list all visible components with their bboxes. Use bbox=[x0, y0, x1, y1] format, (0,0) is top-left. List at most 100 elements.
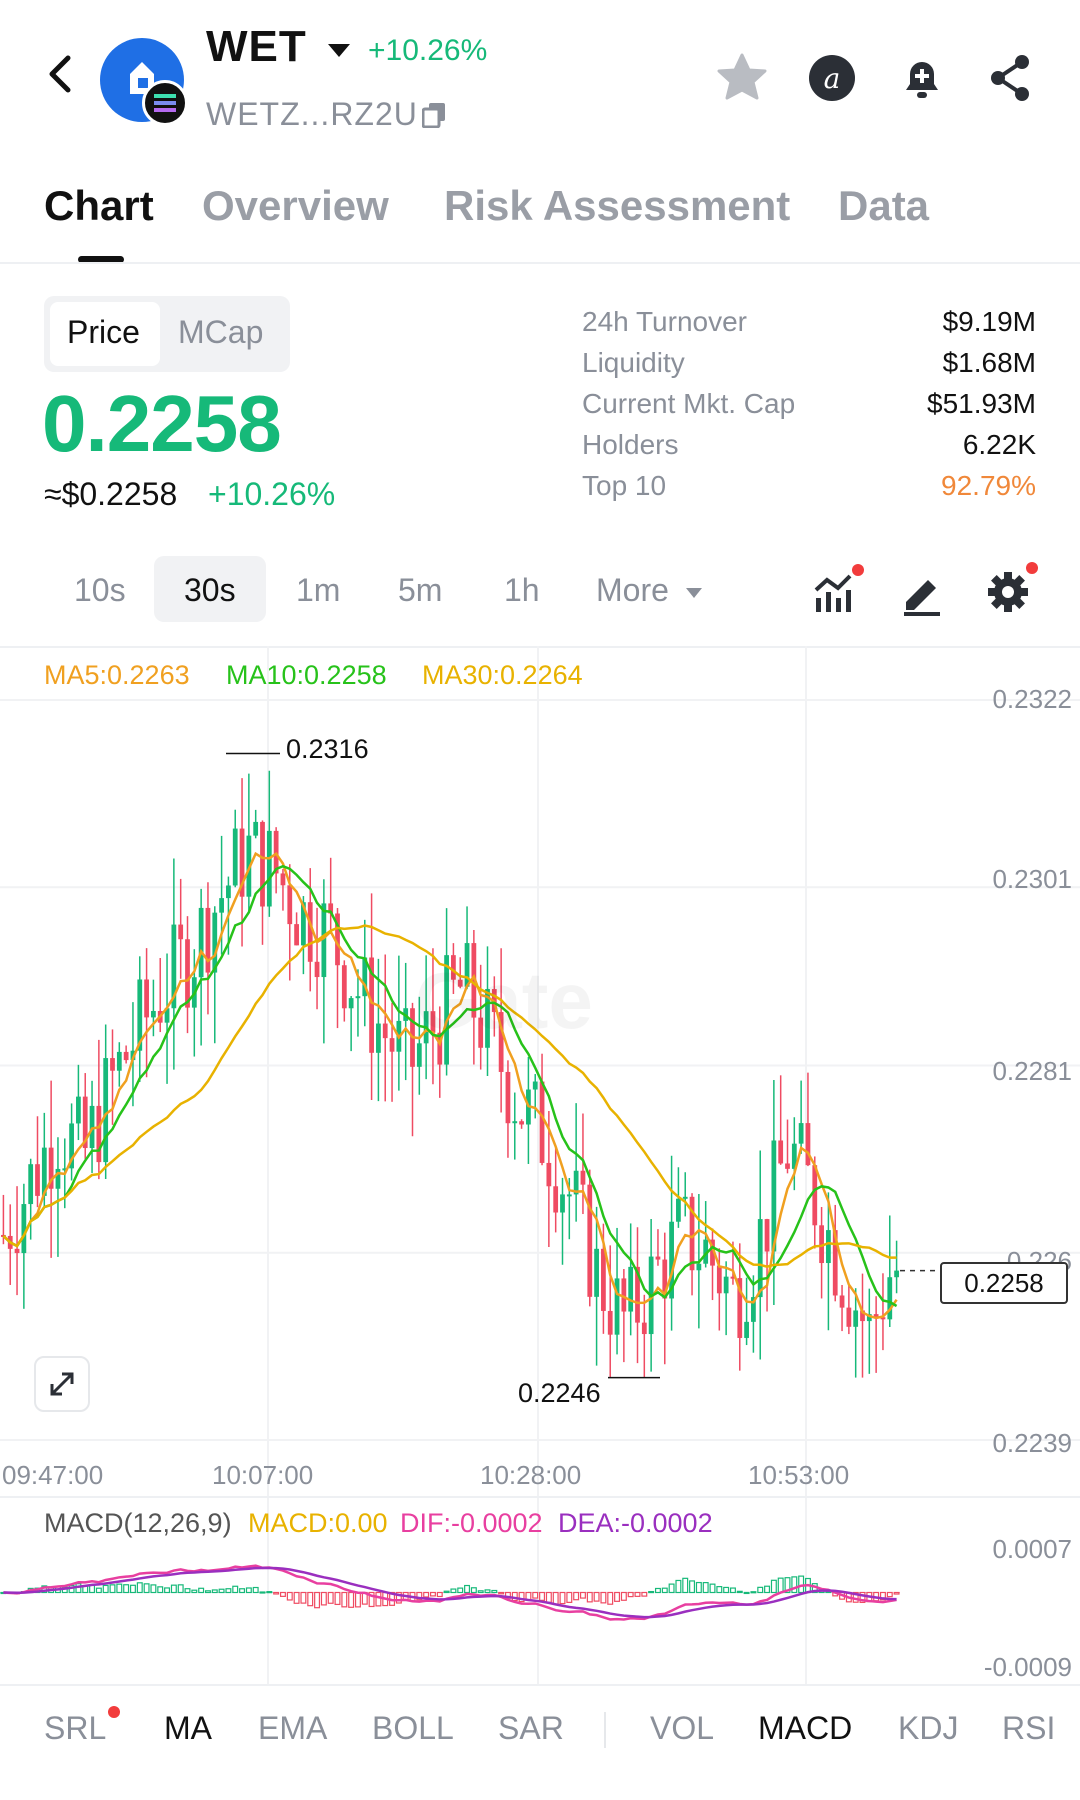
macd-bar bbox=[218, 1588, 225, 1594]
macd-bar bbox=[777, 1577, 784, 1594]
indicator-chart-icon bbox=[814, 574, 852, 612]
candle-body bbox=[846, 1307, 852, 1327]
candle-body bbox=[116, 1051, 122, 1071]
macd-bar bbox=[668, 1583, 675, 1594]
toggle-price[interactable]: Price bbox=[67, 314, 140, 350]
indicator-sar[interactable]: SAR bbox=[498, 1710, 564, 1746]
macd-bar bbox=[123, 1584, 130, 1594]
candle-body bbox=[382, 1023, 388, 1039]
favorite-button[interactable] bbox=[714, 50, 770, 106]
candle-body bbox=[703, 1239, 709, 1264]
macd-bar bbox=[627, 1591, 634, 1598]
macd-bar bbox=[143, 1583, 150, 1594]
draw-button[interactable] bbox=[898, 568, 946, 616]
candle-body bbox=[505, 1071, 511, 1124]
candle-body bbox=[253, 821, 259, 836]
macd-bar bbox=[239, 1588, 246, 1594]
candle-body bbox=[819, 1225, 824, 1264]
high-price-label: 0.2316 bbox=[286, 734, 369, 764]
interval-1m[interactable]: 1m bbox=[296, 572, 341, 608]
price-mcap-toggle[interactable] bbox=[44, 296, 290, 372]
macd-bar bbox=[859, 1591, 866, 1604]
indicators-button[interactable] bbox=[812, 564, 864, 616]
candle-body bbox=[232, 828, 238, 886]
back-button[interactable] bbox=[40, 52, 84, 96]
candle-body bbox=[519, 1121, 524, 1125]
candle-body bbox=[21, 1204, 27, 1254]
candle-body bbox=[137, 979, 143, 1051]
x-tick: 10:28:00 bbox=[480, 1460, 582, 1490]
macd-bar bbox=[477, 1590, 484, 1594]
candle-body bbox=[655, 1256, 661, 1260]
indicator-boll[interactable]: BOLL bbox=[372, 1710, 454, 1746]
macd-bar bbox=[723, 1586, 730, 1594]
candle-body bbox=[614, 1278, 620, 1335]
macd-bar bbox=[566, 1591, 573, 1603]
macd-bar bbox=[729, 1587, 736, 1594]
macd-bar bbox=[429, 1591, 436, 1597]
macd-bar bbox=[320, 1591, 327, 1606]
tab-overview[interactable]: Overview bbox=[202, 182, 389, 229]
candle-body bbox=[103, 1058, 109, 1163]
tab-risk-assessment[interactable]: Risk Assessment bbox=[444, 182, 791, 229]
candle-body bbox=[1, 1234, 6, 1237]
stat-label: Holders bbox=[582, 429, 679, 460]
macd-bar bbox=[184, 1588, 191, 1594]
ma10-line bbox=[2, 864, 898, 1308]
candle-body bbox=[437, 1032, 443, 1065]
interval-30s[interactable]: 30s bbox=[184, 572, 236, 608]
tab-chart[interactable]: Chart bbox=[44, 182, 154, 229]
chevron-down-icon[interactable] bbox=[328, 44, 350, 57]
macd-bar bbox=[259, 1591, 266, 1594]
macd-bar bbox=[573, 1591, 580, 1601]
toggle-mcap[interactable]: MCap bbox=[178, 314, 264, 350]
interval-more[interactable]: More bbox=[596, 572, 669, 608]
candle-body bbox=[321, 903, 327, 978]
indicator-rsi[interactable]: RSI bbox=[1002, 1710, 1056, 1746]
candle-body bbox=[757, 1219, 763, 1298]
candle-body bbox=[35, 1164, 40, 1196]
y-tick: 0.2281 bbox=[992, 1056, 1072, 1086]
candle-body bbox=[178, 924, 184, 940]
price-alert-button[interactable] bbox=[894, 50, 950, 106]
alpha-button[interactable]: a bbox=[804, 50, 860, 106]
copy-icon[interactable] bbox=[421, 102, 446, 129]
x-tick: 09:47:00 bbox=[2, 1460, 104, 1490]
fullscreen-button[interactable] bbox=[34, 1356, 90, 1412]
interval-10s[interactable]: 10s bbox=[74, 572, 126, 608]
interval-5m[interactable]: 5m bbox=[398, 572, 443, 608]
indicator-srl[interactable]: SRL bbox=[44, 1710, 107, 1746]
indicator-ema[interactable]: EMA bbox=[258, 1710, 328, 1746]
current-price: 0.2258 bbox=[42, 379, 282, 468]
candle-body bbox=[96, 1105, 102, 1163]
price-chart[interactable] bbox=[0, 646, 1080, 1696]
ma10-label: MA10:0.2258 bbox=[226, 660, 387, 690]
stat-label: Current Mkt. Cap bbox=[582, 388, 796, 419]
indicator-ma[interactable]: MA bbox=[164, 1710, 212, 1746]
candle-body bbox=[587, 1184, 593, 1297]
macd-bar bbox=[764, 1585, 771, 1594]
indicator-vol[interactable]: VOL bbox=[650, 1710, 715, 1746]
indicator-bar-divider bbox=[0, 1684, 1080, 1686]
token-symbol[interactable]: WET bbox=[206, 22, 307, 71]
ma30-label: MA30:0.2264 bbox=[422, 660, 583, 690]
alpha-icon: a bbox=[809, 55, 855, 101]
interval-1h[interactable]: 1h bbox=[504, 572, 540, 608]
macd-bar bbox=[893, 1591, 900, 1595]
tab-data[interactable]: Data bbox=[838, 182, 930, 229]
macd-bar bbox=[266, 1591, 273, 1594]
macd-bar bbox=[457, 1587, 464, 1594]
candle-body bbox=[457, 979, 463, 987]
macd-bar bbox=[879, 1591, 886, 1601]
macd-dif: DIF:-0.0002 bbox=[400, 1508, 543, 1538]
indicator-macd[interactable]: MACD bbox=[758, 1710, 853, 1746]
candle-body bbox=[144, 979, 149, 1018]
macd-bar bbox=[620, 1591, 627, 1601]
macd-title: MACD(12,26,9) bbox=[44, 1508, 232, 1538]
indicator-kdj[interactable]: KDJ bbox=[898, 1710, 959, 1746]
macd-bar bbox=[129, 1584, 136, 1594]
macd-bar bbox=[177, 1584, 184, 1594]
macd-dea: DEA:-0.0002 bbox=[558, 1508, 713, 1538]
chart-settings-button[interactable] bbox=[984, 562, 1038, 616]
share-button[interactable] bbox=[982, 50, 1038, 106]
